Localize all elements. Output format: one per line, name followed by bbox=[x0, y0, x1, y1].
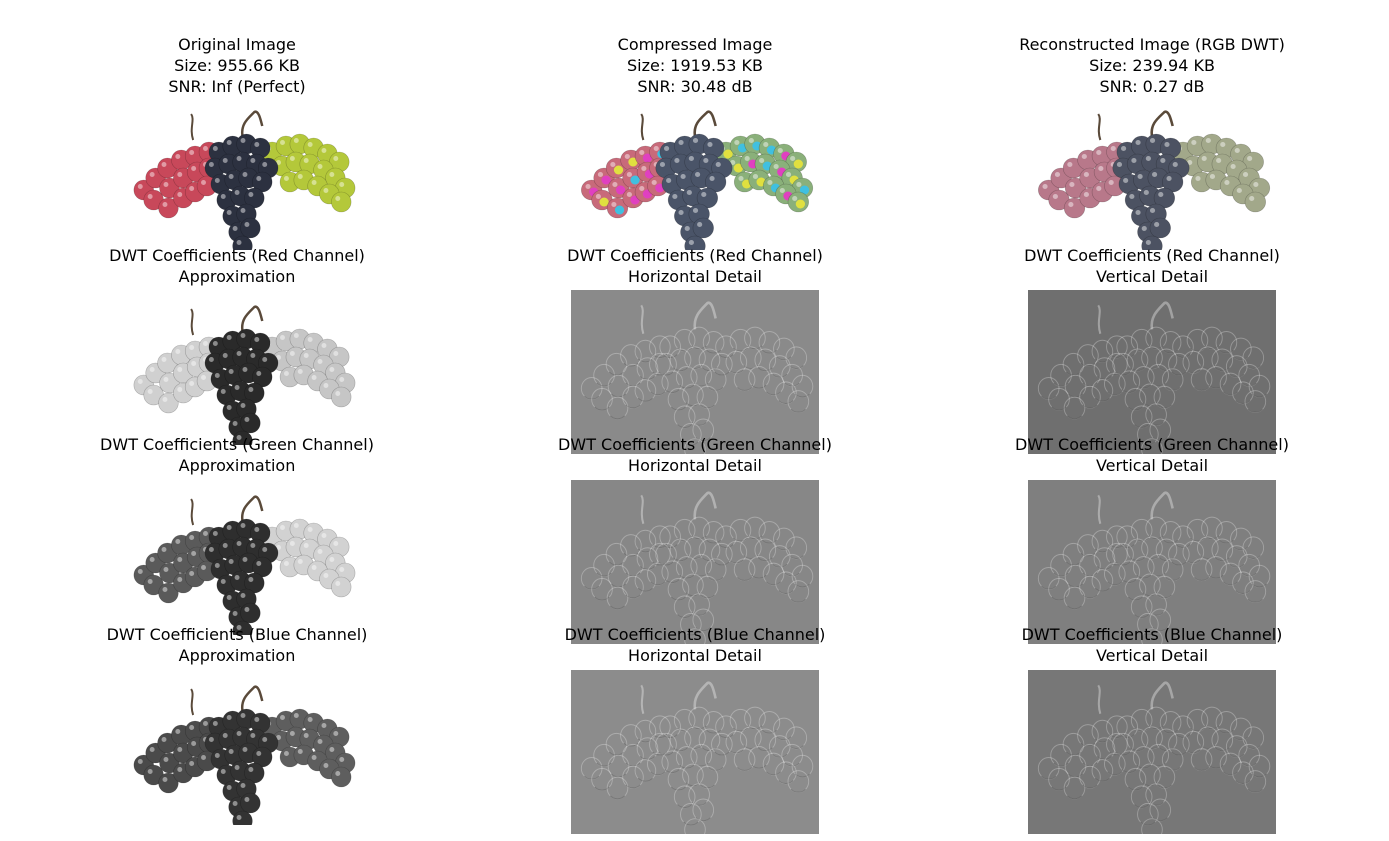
panel-title: DWT Coefficients (Green Channel) Vertica… bbox=[1015, 435, 1289, 475]
panel-title: Original Image Size: 955.66 KB SNR: Inf … bbox=[168, 35, 306, 96]
blue-vertical-image bbox=[1028, 670, 1276, 834]
panel-title: DWT Coefficients (Red Channel) Horizonta… bbox=[567, 246, 823, 286]
panel-title: DWT Coefficients (Blue Channel) Approxim… bbox=[106, 625, 368, 665]
blue-horizontal-image bbox=[571, 670, 819, 834]
red-approximation-image bbox=[124, 295, 361, 445]
panel-title: Compressed Image Size: 1919.53 KB SNR: 3… bbox=[617, 35, 773, 96]
panel-title: DWT Coefficients (Green Channel) Approxi… bbox=[100, 435, 374, 475]
panel-title: DWT Coefficients (Blue Channel) Vertical… bbox=[1021, 625, 1283, 665]
reconstructed-image bbox=[1028, 100, 1276, 250]
green-vertical-image bbox=[1028, 480, 1276, 644]
panel-title: DWT Coefficients (Red Channel) Approxima… bbox=[109, 246, 365, 286]
panel-title: DWT Coefficients (Red Channel) Vertical … bbox=[1024, 246, 1280, 286]
panel-title: DWT Coefficients (Blue Channel) Horizont… bbox=[564, 625, 826, 665]
red-horizontal-image bbox=[571, 290, 819, 454]
green-horizontal-image bbox=[571, 480, 819, 644]
panel-title: Reconstructed Image (RGB DWT) Size: 239.… bbox=[1019, 35, 1285, 96]
compressed-image bbox=[571, 100, 819, 250]
blue-approximation-image bbox=[124, 675, 361, 825]
green-approximation-image bbox=[124, 485, 361, 635]
red-vertical-image bbox=[1028, 290, 1276, 454]
panel-title: DWT Coefficients (Green Channel) Horizon… bbox=[558, 435, 832, 475]
original-image bbox=[124, 100, 361, 250]
